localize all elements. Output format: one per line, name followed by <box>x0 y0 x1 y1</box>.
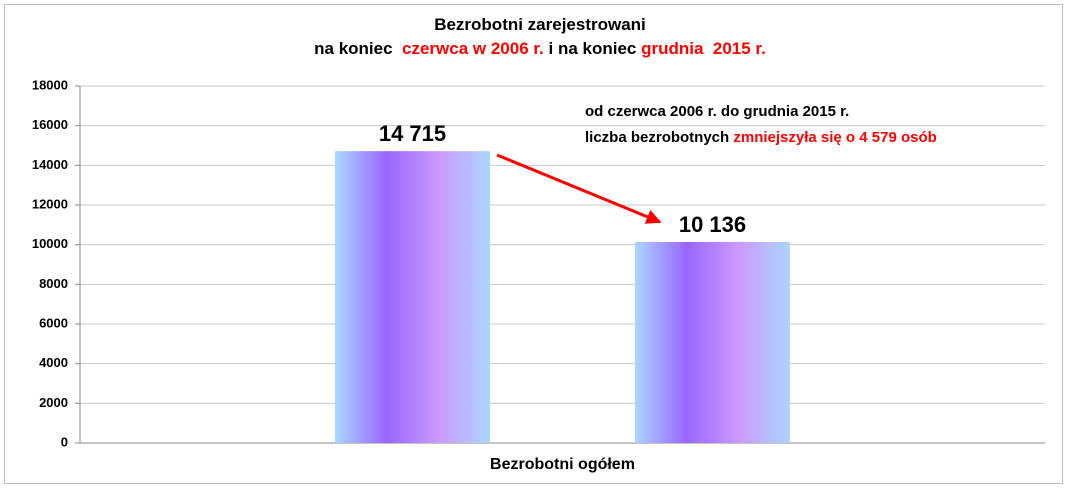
y-tick-label: 0 <box>61 434 68 449</box>
y-tick-label: 16000 <box>32 117 68 132</box>
annotation-segment: liczba bezrobotnych <box>585 129 733 146</box>
annotation-segment: zmniejszyła się o 4 579 osób <box>733 129 936 146</box>
bars <box>335 151 790 443</box>
arrow <box>496 153 662 224</box>
title-segment: na koniec <box>314 39 402 58</box>
y-tick-label: 4000 <box>39 355 68 370</box>
bar <box>635 241 790 443</box>
grid <box>75 85 1045 444</box>
y-tick-label: 14000 <box>32 157 68 172</box>
y-tick-label: 2000 <box>39 395 68 410</box>
texts: 0 2000 4000 6000 8000 10000 12000 14000 16000 180… <box>32 15 937 473</box>
x-tick-label: Bezrobotni ogółem <box>490 456 635 473</box>
annotation-line: od czerwca 2006 r. do grudnia 2015 r. <box>585 103 849 120</box>
title-segment: Bezrobotni zarejestrowani <box>434 15 646 34</box>
y-tick-label: 6000 <box>39 315 68 330</box>
chart-frame <box>4 4 1063 484</box>
annotation-segment: od czerwca 2006 r. do grudnia 2015 r. <box>585 103 849 120</box>
y-tick-label: 8000 <box>39 276 68 291</box>
annotation-line: liczba bezrobotnych zmniejszyła się o 4 … <box>585 129 937 146</box>
title-line: Bezrobotni zarejestrowani <box>434 15 646 34</box>
value-label: 10 136 <box>679 212 746 237</box>
title-segment: czerwca w 2006 r. <box>402 39 544 58</box>
value-label: 14 715 <box>379 121 446 146</box>
y-tick-label: 10000 <box>32 236 68 251</box>
y-tick-label: 18000 <box>32 77 68 92</box>
title-segment: i na koniec <box>544 39 641 58</box>
title-line: na koniec czerwca w 2006 r. i na koniec … <box>314 39 766 58</box>
title-segment: grudnia 2015 r. <box>641 39 766 58</box>
bar <box>335 151 490 443</box>
y-tick-label: 12000 <box>32 196 68 211</box>
